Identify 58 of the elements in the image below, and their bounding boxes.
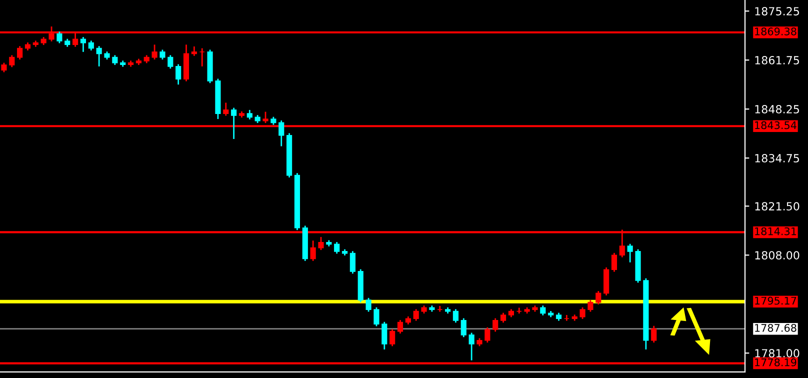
candlestick — [390, 328, 396, 347]
y-tick-label: 1808.00 — [755, 251, 800, 260]
candlestick — [1, 62, 7, 73]
candlestick — [176, 64, 182, 86]
y-tick-label: 1781.00 — [755, 349, 800, 358]
candlestick — [152, 44, 158, 60]
y-tick-label: 1834.75 — [755, 154, 800, 162]
candlestick — [168, 54, 174, 70]
candlestick — [310, 240, 316, 262]
candlestick — [17, 45, 23, 60]
candlestick — [580, 306, 586, 320]
candlestick — [500, 312, 506, 324]
y-tick-label: 1848.25 — [755, 105, 800, 114]
candlestick — [88, 40, 94, 52]
candlestick — [468, 332, 474, 362]
candlestick — [112, 54, 118, 66]
candlestick — [516, 307, 522, 314]
candlestick — [374, 306, 380, 327]
candlestick — [96, 45, 102, 68]
candlestick — [199, 48, 205, 68]
candlestick — [492, 318, 498, 332]
candlestick — [223, 102, 229, 116]
candlestick — [611, 252, 618, 272]
candlestick — [651, 325, 657, 344]
candlestick — [80, 36, 86, 53]
ref-line-label: 1778.19 — [755, 358, 796, 366]
candlestick — [350, 250, 356, 274]
candlestick — [366, 297, 372, 312]
candlestick — [484, 326, 490, 344]
y-tick-label: 1821.50 — [755, 202, 800, 210]
candlestick — [397, 319, 404, 334]
candlestick — [588, 299, 594, 312]
candlestick — [56, 30, 62, 44]
candlestick — [334, 241, 340, 254]
y-tick-label: 1875.25 — [755, 7, 800, 16]
ref-line-label: 1795.17 — [755, 296, 796, 305]
candlestick — [231, 107, 237, 140]
candlestick — [318, 236, 324, 251]
ref-line-label: 1843.54 — [755, 121, 796, 130]
candlestick — [540, 304, 546, 316]
candlestick — [160, 49, 166, 60]
ref-line-label: 1869.38 — [755, 28, 796, 36]
candlestick — [246, 109, 252, 120]
candlestick — [604, 266, 610, 296]
candlestick — [627, 243, 633, 264]
candlestick — [278, 120, 284, 147]
ref-line-label: 1787.68 — [755, 324, 796, 332]
candlestick — [596, 290, 602, 306]
candlestick — [452, 308, 459, 324]
ref-line-label: 1814.31 — [755, 227, 796, 236]
y-tick-label: 1861.75 — [755, 56, 800, 64]
candlestick — [9, 54, 15, 68]
candlestick — [564, 314, 570, 322]
candlestick — [191, 46, 197, 57]
candlestick — [382, 321, 388, 350]
candlestick — [413, 308, 419, 322]
candlestick — [460, 318, 466, 338]
candlestick — [262, 111, 268, 124]
